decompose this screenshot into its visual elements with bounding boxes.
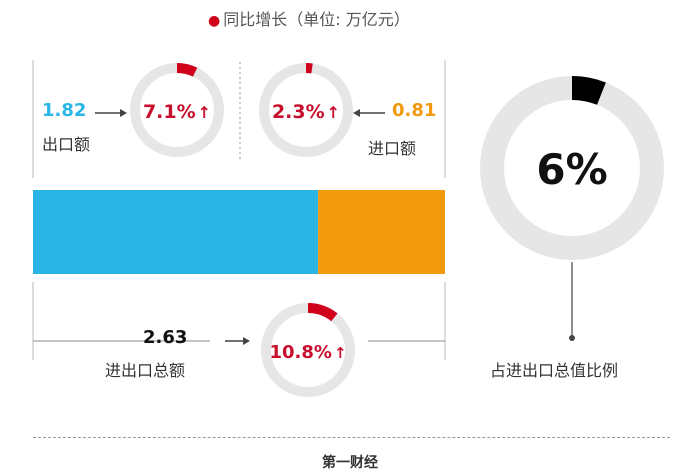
up-arrow-icon: ↑ [198, 103, 211, 122]
up-arrow-icon: ↑ [327, 103, 340, 122]
total-arrow-icon [243, 337, 250, 345]
share-connector-dot [569, 335, 575, 341]
donut-export-arc [177, 68, 195, 72]
import-arrow-icon [353, 109, 360, 117]
import-growth-label: 2.3%↑ [272, 101, 340, 123]
import-value: 0.81 [392, 100, 436, 121]
bar-export [33, 190, 318, 274]
share-value-label: 6% [536, 145, 607, 194]
total-value: 2.63 [143, 327, 187, 348]
footer-source: 第一财经 [0, 452, 700, 472]
up-arrow-icon: ↑ [334, 344, 347, 362]
footer-divider [33, 437, 670, 438]
export-arrow-icon [120, 109, 127, 117]
share-label: 占进出口总值比例 [490, 357, 618, 381]
total-growth-label: 10.8%↑ [269, 342, 346, 363]
import-label: 进口额 [368, 135, 416, 159]
export-value: 1.82 [42, 100, 86, 121]
export-label: 出口额 [42, 131, 90, 155]
total-label: 进出口总额 [105, 357, 185, 381]
donut-share-arc [572, 88, 601, 94]
donut-total-arc [308, 308, 334, 317]
export-growth-label: 7.1%↑ [143, 101, 211, 123]
bar-import [318, 190, 445, 274]
